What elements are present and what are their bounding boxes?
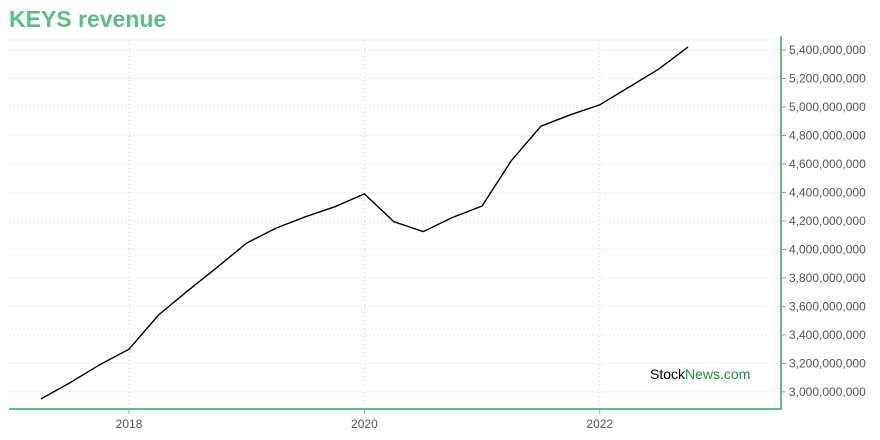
data-point <box>363 193 365 195</box>
y-tick-label: 4,800,000,000 <box>789 128 866 142</box>
y-tick-label: 5,000,000,000 <box>789 100 866 114</box>
data-point <box>422 231 424 233</box>
data-point <box>69 382 71 384</box>
watermark-domain: .com <box>720 366 750 382</box>
y-tick-label: 4,000,000,000 <box>789 242 866 256</box>
y-axis-ticks: 3,000,000,000 3,200,000,000 3,400,000,000 3… <box>781 43 866 399</box>
data-point <box>305 216 307 218</box>
y-tick-label: 4,200,000,000 <box>789 214 866 228</box>
x-tick-label: 2020 <box>351 417 378 431</box>
data-point <box>40 398 42 400</box>
y-tick-label: 5,200,000,000 <box>789 71 866 85</box>
y-tick-label: 3,200,000,000 <box>789 356 866 370</box>
series-group <box>40 46 689 400</box>
watermark: StockNews.com <box>650 366 750 382</box>
data-point <box>599 104 601 106</box>
y-tick-label: 3,000,000,000 <box>789 385 866 399</box>
x-axis-ticks: 2018 2020 2022 <box>116 409 613 431</box>
x-tick-label: 2018 <box>116 417 143 431</box>
data-point <box>628 86 630 88</box>
data-point <box>393 221 395 223</box>
data-point <box>569 114 571 116</box>
data-point <box>511 159 513 161</box>
grid-lines <box>9 39 781 409</box>
data-point <box>452 216 454 218</box>
x-tick-label: 2022 <box>586 417 613 431</box>
data-point <box>540 125 542 127</box>
axes <box>9 36 782 410</box>
data-point <box>246 242 248 244</box>
data-point <box>481 205 483 207</box>
data-point <box>275 227 277 229</box>
watermark-news: News <box>685 366 720 382</box>
revenue-line <box>40 46 689 400</box>
watermark-stock: Stock <box>650 366 686 382</box>
y-tick-label: 4,400,000,000 <box>789 185 866 199</box>
data-point <box>187 290 189 292</box>
data-point <box>99 364 101 366</box>
y-tick-label: 3,600,000,000 <box>789 299 866 313</box>
y-tick-label: 3,400,000,000 <box>789 328 866 342</box>
chart-title: KEYS revenue <box>9 6 167 32</box>
y-tick-label: 4,600,000,000 <box>789 157 866 171</box>
data-point <box>658 68 660 70</box>
data-point <box>334 206 336 208</box>
data-point <box>158 314 160 316</box>
y-tick-label: 5,400,000,000 <box>789 43 866 57</box>
data-point <box>128 348 130 350</box>
data-point <box>687 46 689 48</box>
data-point <box>216 266 218 268</box>
y-tick-label: 3,800,000,000 <box>789 271 866 285</box>
